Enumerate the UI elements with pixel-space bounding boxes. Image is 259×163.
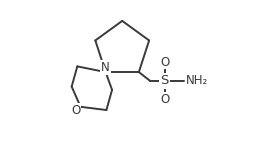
Text: N: N — [101, 61, 110, 74]
Text: NH₂: NH₂ — [186, 74, 208, 87]
Text: O: O — [160, 56, 169, 68]
Text: O: O — [160, 93, 169, 106]
Text: O: O — [71, 104, 80, 117]
Text: S: S — [161, 74, 169, 87]
